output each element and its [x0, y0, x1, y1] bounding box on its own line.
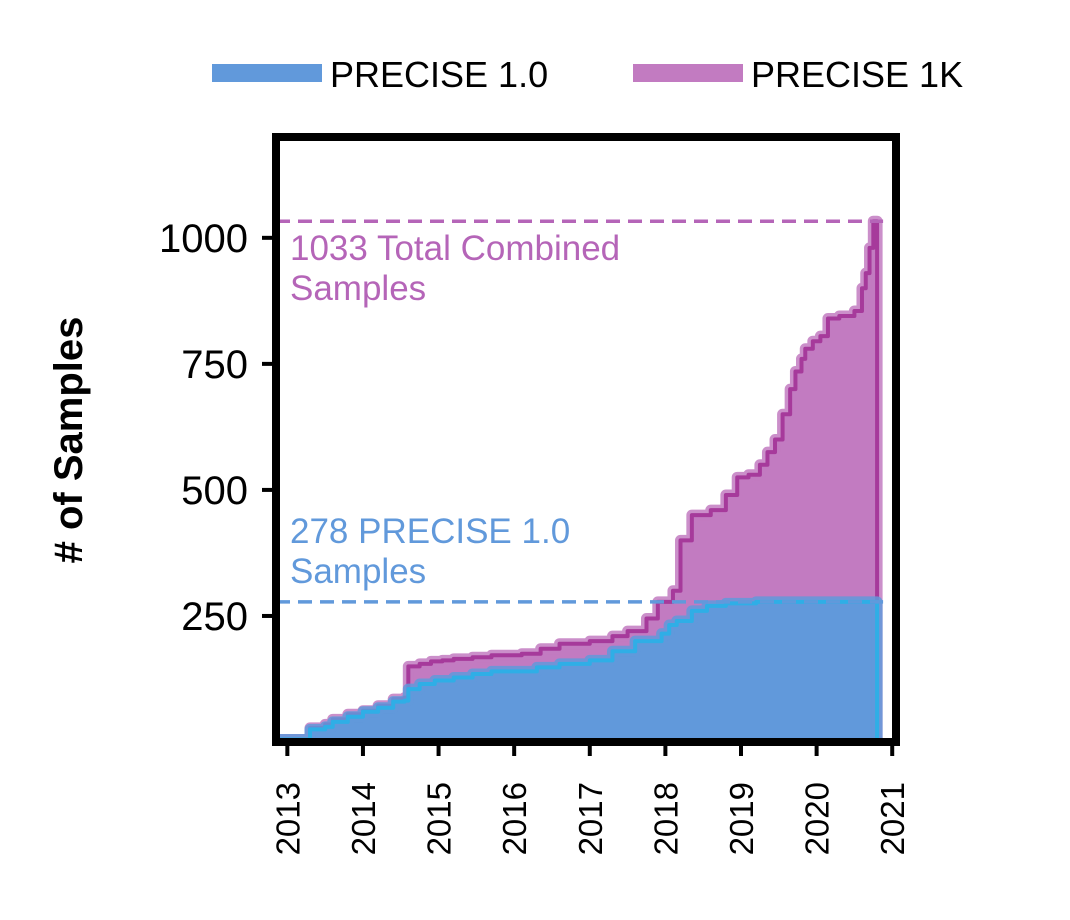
legend-swatch-precise-1k	[633, 64, 743, 82]
x-tick-label-6: 2019	[723, 782, 760, 855]
y-tick-label-2: 750	[181, 343, 248, 387]
x-tick-label-4: 2017	[572, 782, 609, 855]
x-tick-label-8: 2021	[874, 782, 911, 855]
plot-frame	[272, 133, 900, 746]
series-line-0	[279, 599, 880, 742]
annotation-0: 1033 Total Combined Samples	[290, 229, 620, 308]
x-tick-label-5: 2018	[647, 782, 684, 855]
annotation-1-line-1: Samples	[290, 552, 426, 591]
y-tick-label-0: 250	[181, 595, 248, 639]
x-tick-label-1: 2014	[345, 782, 382, 855]
x-tick-label-0: 2013	[269, 782, 306, 855]
legend-swatch-precise-1-0	[212, 64, 322, 82]
annotation-0-line-0: 1033 Total Combined	[290, 229, 620, 268]
y-axis: 250 500 750 1000	[159, 217, 276, 639]
series-area-0	[279, 601, 878, 742]
x-axis: 2013 2014 2015 2016 2017 2018 2019 2020 2021	[269, 742, 911, 855]
legend: PRECISE 1.0 PRECISE 1K	[212, 54, 963, 95]
x-tick-label-7: 2020	[799, 782, 836, 855]
x-tick-label-2: 2015	[421, 782, 458, 855]
y-tick-label-1: 500	[181, 469, 248, 513]
legend-label-precise-1-0: PRECISE 1.0	[330, 54, 548, 95]
y-axis-label: # of Samples	[47, 317, 91, 564]
annotation-0-line-1: Samples	[290, 269, 426, 308]
x-tick-label-3: 2016	[496, 782, 533, 855]
annotation-1-line-0: 278 PRECISE 1.0	[290, 512, 570, 551]
legend-label-precise-1k: PRECISE 1K	[751, 54, 963, 95]
y-tick-label-3: 1000	[159, 217, 248, 261]
annotation-1: 278 PRECISE 1.0 Samples	[290, 512, 570, 591]
